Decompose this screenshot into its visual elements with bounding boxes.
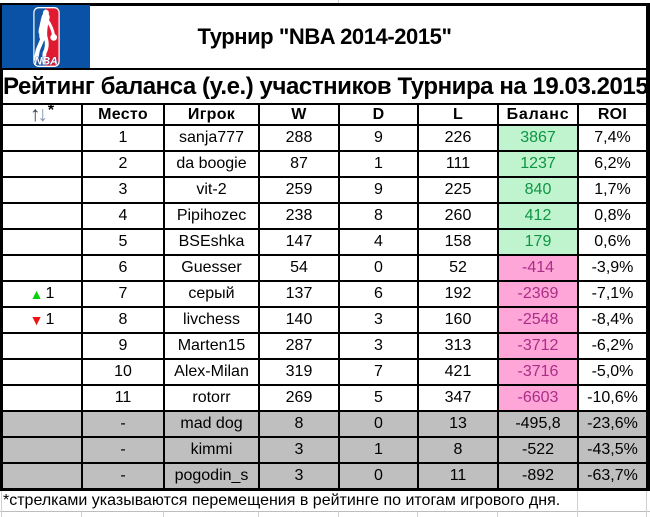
svg-text:NBA: NBA — [34, 55, 58, 66]
